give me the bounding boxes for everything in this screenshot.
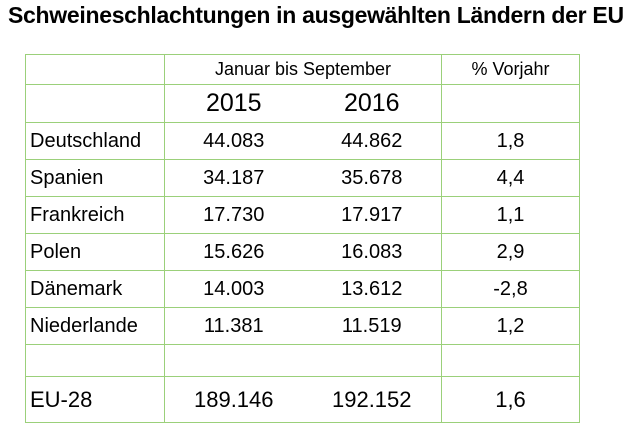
country-cell: Deutschland [25,122,165,160]
change-cell: 1,2 [441,307,580,345]
value-2015-cell: 17.730 [164,196,303,234]
value-2015-cell: 44.083 [164,122,303,160]
header-change: % Vorjahr [441,54,580,85]
header-corner-cell [25,54,165,85]
country-cell: Niederlande [25,307,165,345]
change-cell: 1,1 [441,196,580,234]
value-2015-cell: 14.003 [164,270,303,308]
value-2015-cell: 15.626 [164,233,303,271]
value-2015-cell: 11.381 [164,307,303,345]
change-cell: 4,4 [441,159,580,197]
country-cell: Polen [25,233,165,271]
value-2016-cell: 11.519 [302,307,442,345]
table-row: Polen 15.626 16.083 2,9 [25,233,580,271]
change-cell: 1,8 [441,122,580,160]
value-2015-cell: 34.187 [164,159,303,197]
country-cell: Frankreich [25,196,165,234]
total-row: EU-28 189.146 192.152 1,6 [25,376,580,423]
table-row: Deutschland 44.083 44.862 1,8 [25,122,580,160]
table-row: Frankreich 17.730 17.917 1,1 [25,196,580,234]
total-label-cell: EU-28 [25,376,165,423]
header-empty-cell [25,84,165,123]
table-row: Dänemark 14.003 13.612 -2,8 [25,270,580,308]
header-year-2015: 2015 [164,84,303,123]
total-2015-cell: 189.146 [164,376,303,423]
country-cell: Spanien [25,159,165,197]
header-period: Januar bis September [164,54,442,85]
header-year-2016: 2016 [302,84,442,123]
slaughter-table: Januar bis September % Vorjahr 2015 2016… [25,54,580,423]
table-row: Niederlande 11.381 11.519 1,2 [25,307,580,345]
value-2016-cell: 35.678 [302,159,442,197]
change-cell: 2,9 [441,233,580,271]
value-2016-cell: 17.917 [302,196,442,234]
total-change-cell: 1,6 [441,376,580,423]
value-2016-cell: 44.862 [302,122,442,160]
page-title: Schweineschlachtungen in ausgewählten Lä… [8,2,624,28]
table-row: Spanien 34.187 35.678 4,4 [25,159,580,197]
header-row-years: 2015 2016 [25,84,580,123]
total-2016-cell: 192.152 [302,376,442,423]
value-2016-cell: 16.083 [302,233,442,271]
spacer-cell [441,344,580,377]
country-cell: Dänemark [25,270,165,308]
change-cell: -2,8 [441,270,580,308]
value-2016-cell: 13.612 [302,270,442,308]
spacer-cell [164,344,303,377]
spacer-cell [25,344,165,377]
spacer-cell [302,344,442,377]
header-row-period: Januar bis September % Vorjahr [25,54,580,85]
spacer-row [25,344,580,377]
header-empty-change-cell [441,84,580,123]
